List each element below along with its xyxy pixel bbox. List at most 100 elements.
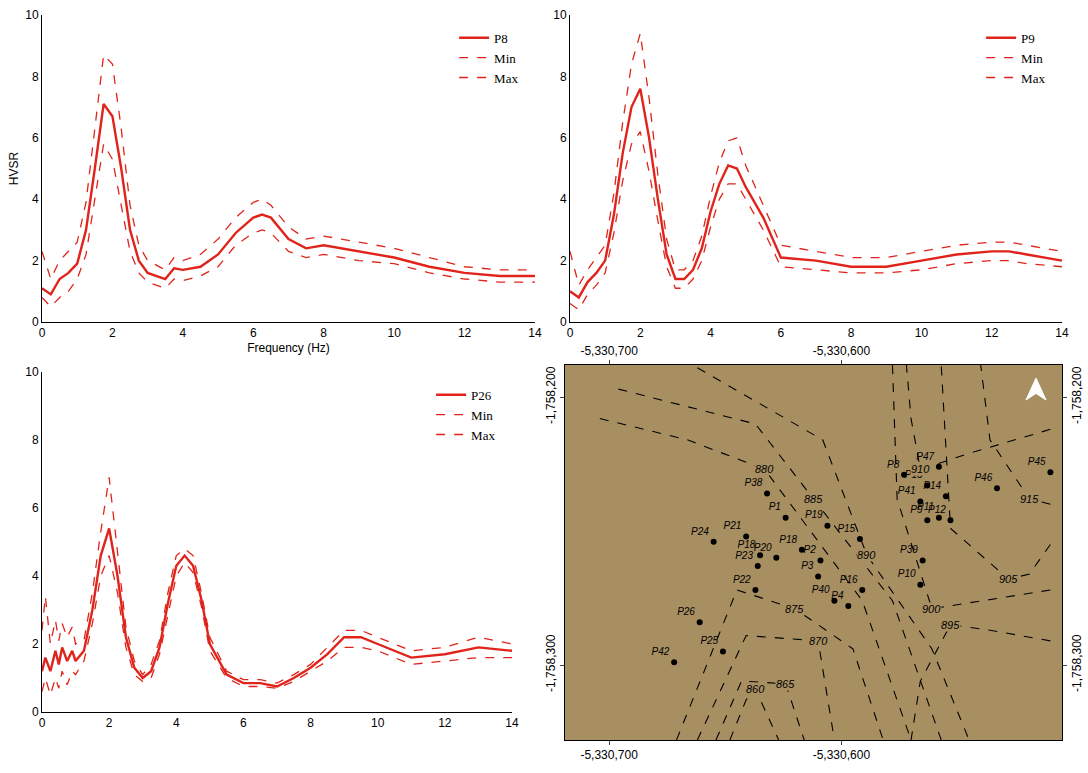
svg-text:P23: P23	[735, 550, 753, 561]
svg-text:8: 8	[307, 716, 314, 730]
svg-text:10: 10	[371, 716, 385, 730]
svg-text:P20: P20	[754, 542, 772, 553]
svg-text:4: 4	[560, 192, 567, 206]
svg-text:P38: P38	[745, 477, 763, 488]
svg-text:P11: P11	[917, 501, 934, 512]
svg-text:Max: Max	[471, 428, 495, 443]
svg-text:-1,758,200: -1,758,200	[1070, 366, 1084, 424]
svg-text:P26: P26	[471, 388, 492, 403]
svg-text:900: 900	[922, 603, 941, 615]
svg-text:6: 6	[32, 131, 39, 145]
svg-text:P46: P46	[974, 472, 992, 483]
svg-text:Max: Max	[494, 71, 518, 86]
svg-text:0: 0	[567, 326, 574, 340]
svg-text:P13: P13	[905, 469, 923, 480]
svg-text:P1: P1	[769, 501, 781, 512]
svg-text:P25: P25	[700, 635, 718, 646]
svg-text:4: 4	[32, 569, 39, 583]
svg-text:2: 2	[109, 326, 116, 340]
svg-text:2: 2	[560, 254, 567, 268]
svg-text:4: 4	[173, 716, 180, 730]
svg-text:P8: P8	[887, 459, 900, 470]
svg-text:4: 4	[707, 326, 714, 340]
svg-text:10: 10	[25, 365, 39, 379]
svg-text:4: 4	[180, 326, 187, 340]
svg-text:14: 14	[528, 326, 542, 340]
svg-text:2: 2	[32, 637, 39, 651]
svg-text:-5,330,600: -5,330,600	[813, 344, 871, 358]
svg-text:P40: P40	[812, 584, 830, 595]
svg-text:P15: P15	[837, 523, 855, 534]
svg-text:Min: Min	[1021, 51, 1043, 66]
svg-text:905: 905	[999, 573, 1018, 585]
svg-text:P47: P47	[916, 451, 934, 462]
svg-text:895: 895	[941, 619, 960, 631]
svg-text:8: 8	[32, 70, 39, 84]
svg-text:875: 875	[785, 603, 804, 615]
svg-text:0: 0	[32, 705, 39, 719]
svg-text:P4: P4	[831, 590, 844, 601]
svg-text:P12: P12	[928, 504, 946, 515]
svg-text:P9: P9	[1021, 31, 1035, 46]
svg-text:-5,330,600: -5,330,600	[813, 748, 871, 762]
svg-text:890: 890	[857, 549, 876, 561]
svg-text:10: 10	[387, 326, 401, 340]
svg-text:2: 2	[106, 716, 113, 730]
svg-text:P45: P45	[1028, 456, 1046, 467]
svg-text:12: 12	[458, 326, 472, 340]
svg-text:-5,330,700: -5,330,700	[580, 748, 638, 762]
svg-text:910: 910	[911, 463, 930, 475]
svg-text:P3: P3	[801, 560, 814, 571]
svg-text:-5,330,700: -5,330,700	[580, 344, 638, 358]
svg-text:6: 6	[778, 326, 785, 340]
svg-text:P19: P19	[805, 509, 823, 520]
svg-text:P18: P18	[738, 539, 756, 550]
svg-text:P16: P16	[840, 574, 858, 585]
svg-text:860: 860	[746, 683, 765, 695]
svg-text:P24: P24	[691, 526, 709, 537]
svg-text:P21: P21	[724, 520, 742, 531]
svg-text:10: 10	[553, 8, 567, 22]
svg-text:P41: P41	[898, 485, 916, 496]
svg-text:6: 6	[250, 326, 257, 340]
svg-text:8: 8	[32, 433, 39, 447]
svg-text:2: 2	[32, 254, 39, 268]
svg-text:6: 6	[560, 131, 567, 145]
svg-text:-1,758,300: -1,758,300	[1070, 634, 1084, 692]
svg-text:870: 870	[809, 635, 828, 647]
svg-text:885: 885	[804, 493, 823, 505]
svg-text:Min: Min	[471, 408, 493, 423]
svg-text:6: 6	[240, 716, 247, 730]
svg-text:P39: P39	[900, 544, 918, 555]
svg-text:6: 6	[32, 501, 39, 515]
svg-text:-1,758,300: -1,758,300	[544, 634, 558, 692]
svg-text:P42: P42	[652, 646, 670, 657]
svg-text:P9: P9	[910, 504, 923, 515]
svg-text:HVSR: HVSR	[7, 151, 21, 185]
svg-text:P18: P18	[779, 534, 797, 545]
svg-text:12: 12	[438, 716, 452, 730]
svg-text:14: 14	[505, 716, 519, 730]
svg-text:8: 8	[560, 70, 567, 84]
svg-text:8: 8	[848, 326, 855, 340]
svg-text:915: 915	[1020, 493, 1039, 505]
svg-text:865: 865	[776, 678, 795, 690]
svg-text:P8: P8	[494, 31, 508, 46]
svg-text:Max: Max	[1021, 71, 1045, 86]
svg-text:880: 880	[755, 463, 774, 475]
svg-text:4: 4	[32, 192, 39, 206]
svg-text:10: 10	[25, 8, 39, 22]
svg-text:14: 14	[1055, 326, 1069, 340]
svg-text:P22: P22	[733, 574, 751, 585]
svg-text:2: 2	[637, 326, 644, 340]
svg-text:-1,758,200: -1,758,200	[544, 366, 558, 424]
svg-text:10: 10	[915, 326, 929, 340]
svg-text:P10: P10	[898, 568, 916, 579]
svg-text:12: 12	[985, 326, 999, 340]
svg-text:P26: P26	[677, 606, 695, 617]
svg-text:0: 0	[39, 716, 46, 730]
svg-text:8: 8	[320, 326, 327, 340]
svg-text:P2: P2	[803, 544, 816, 555]
svg-text:Frequency (Hz): Frequency (Hz)	[247, 341, 330, 355]
svg-text:Min: Min	[494, 51, 516, 66]
